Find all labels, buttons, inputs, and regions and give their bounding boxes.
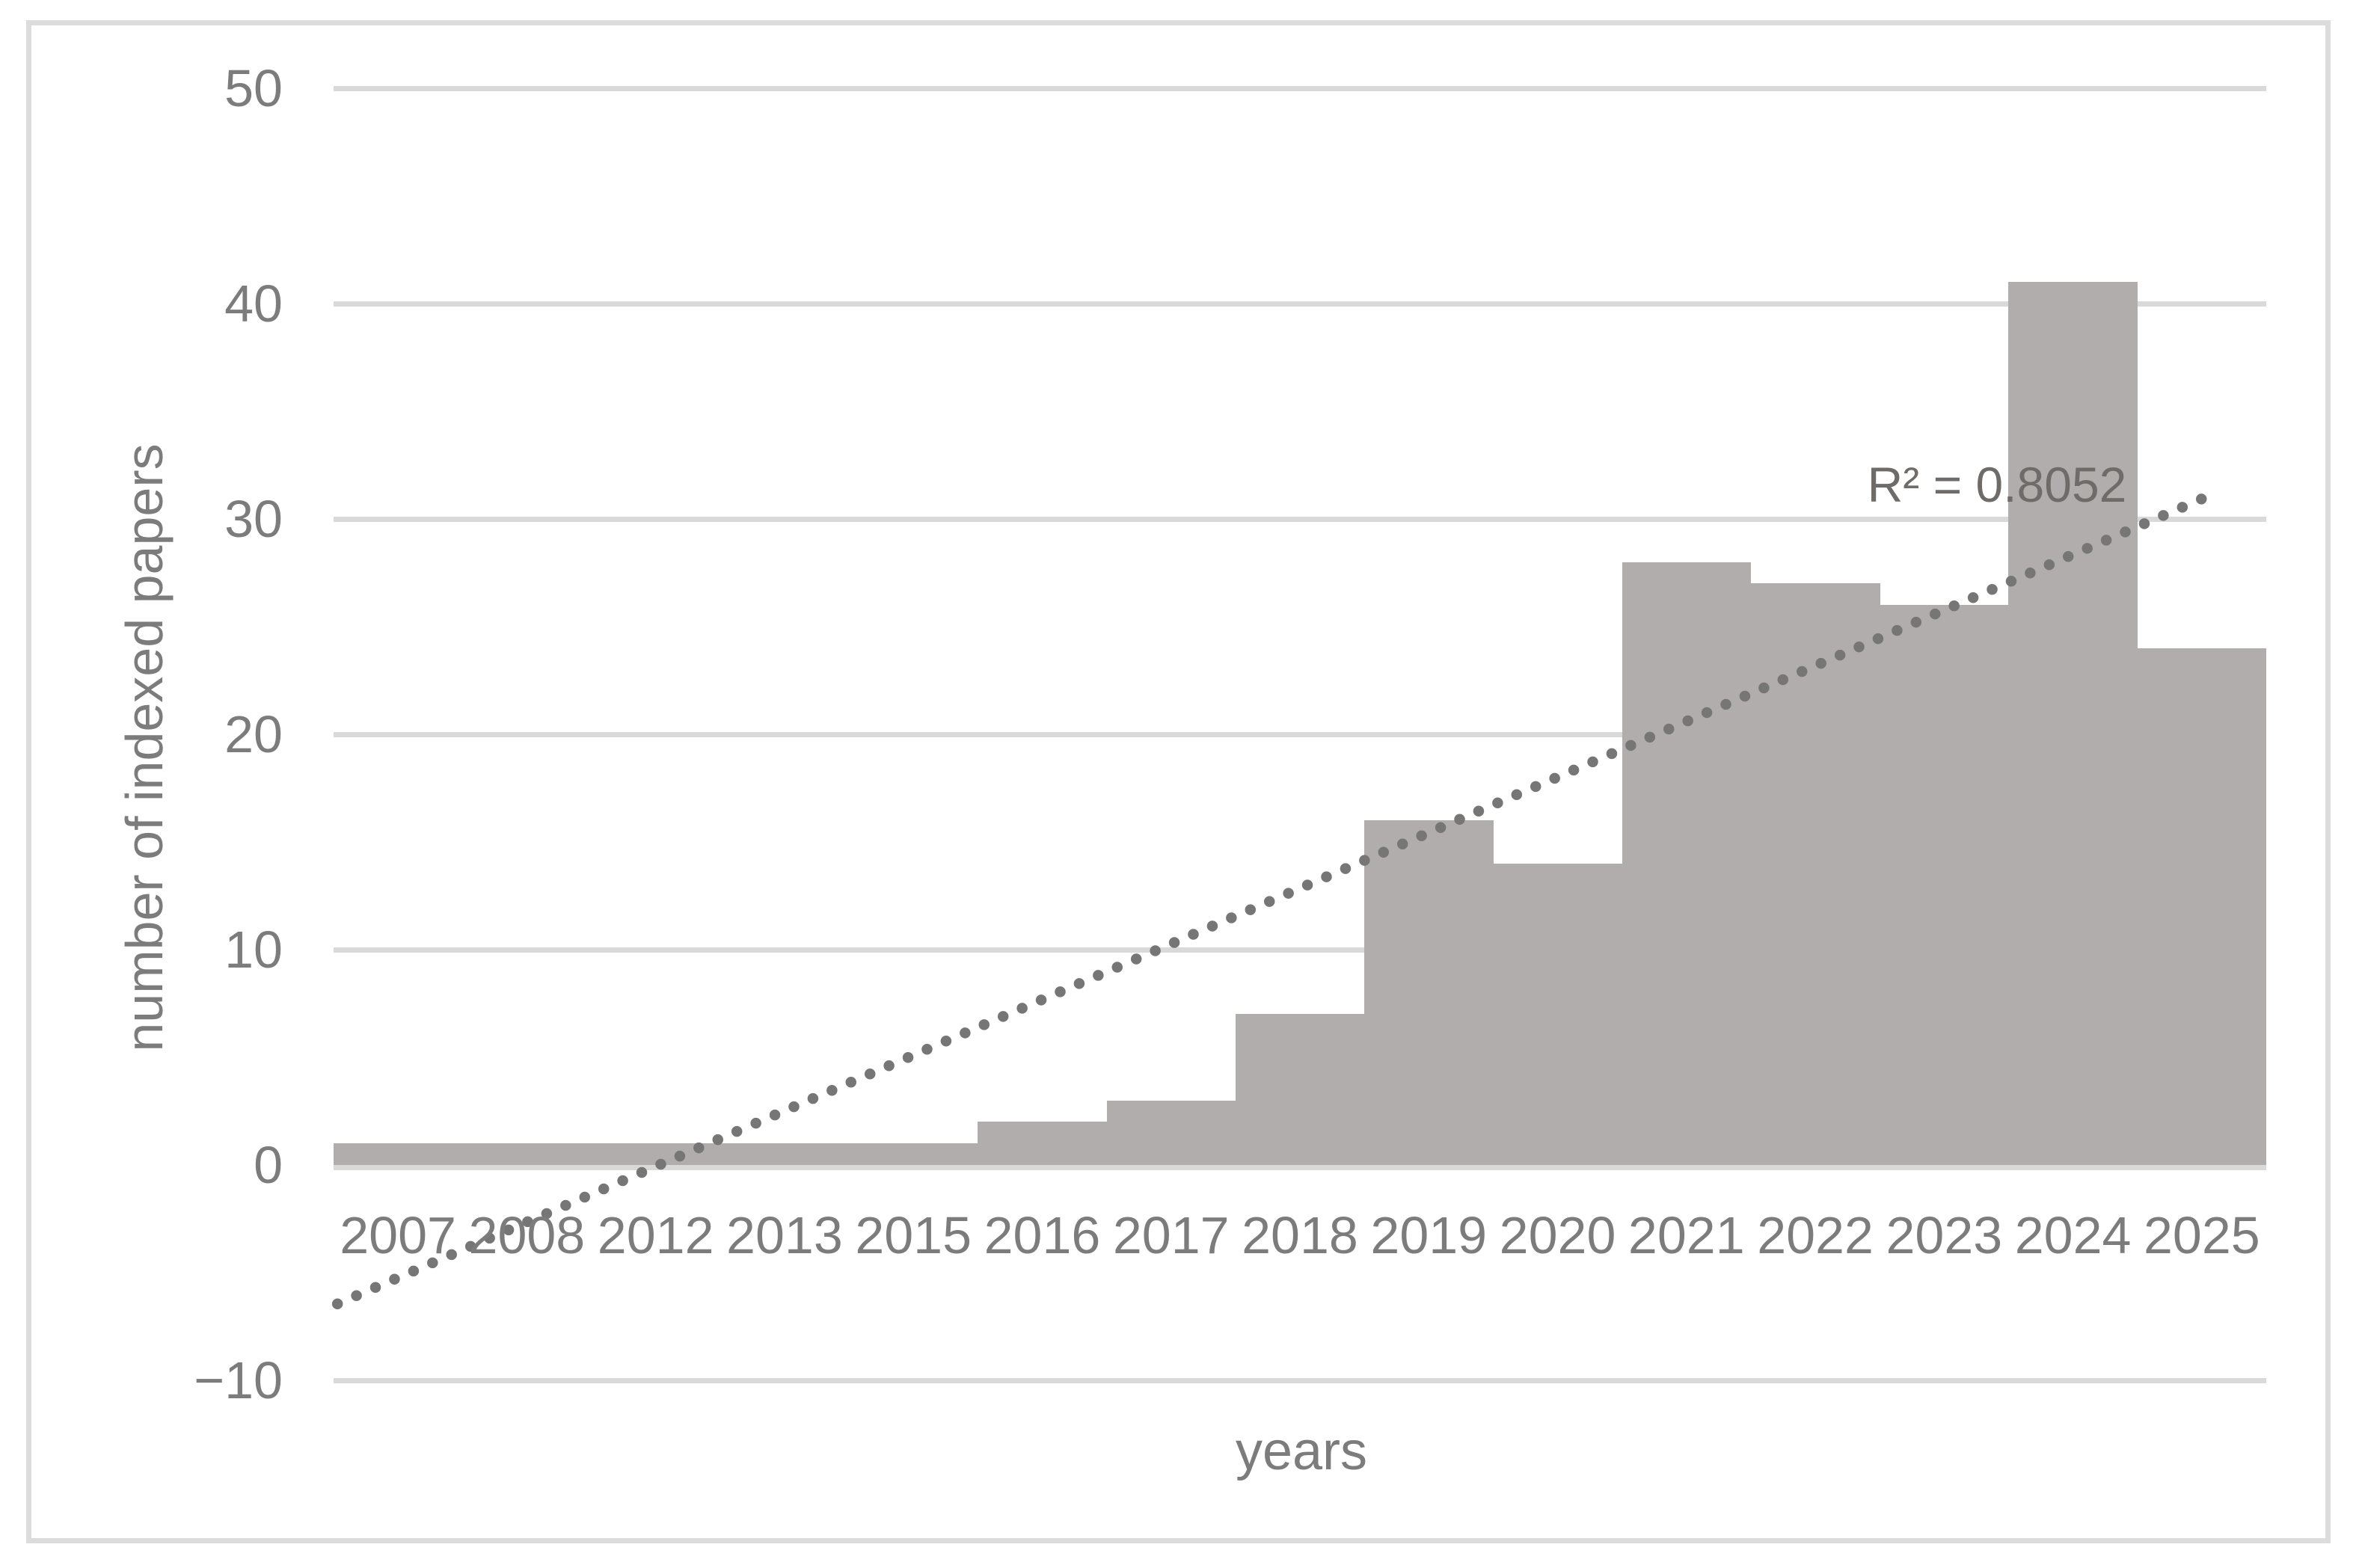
bar-2015 xyxy=(849,1143,978,1165)
y-tick-label-40: 40 xyxy=(224,274,283,333)
bar-2019 xyxy=(1364,820,1494,1165)
y-tick-label-50: 50 xyxy=(224,59,283,117)
bar-2018 xyxy=(1235,1014,1365,1165)
bar-2007 xyxy=(334,1143,463,1165)
bar-2013 xyxy=(720,1143,850,1165)
bar-2025 xyxy=(2137,648,2267,1165)
bar-2023 xyxy=(1880,605,2009,1165)
y-tick-label-20: 20 xyxy=(224,705,283,763)
bar-2017 xyxy=(1106,1100,1236,1165)
x-tick-label-2018: 2018 xyxy=(1242,1206,1358,1264)
x-tick-label-2015: 2015 xyxy=(855,1206,972,1264)
x-tick-label-2022: 2022 xyxy=(1757,1206,1874,1264)
x-tick-label-2016: 2016 xyxy=(984,1206,1101,1264)
x-tick-label-2013: 2013 xyxy=(726,1206,843,1264)
bar-2016 xyxy=(978,1122,1108,1165)
x-tick-label-2012: 2012 xyxy=(597,1206,714,1264)
x-tick-label-2023: 2023 xyxy=(1886,1206,2003,1264)
y-axis-title: number of indexed papers xyxy=(115,443,174,1052)
dotted-trendline xyxy=(331,490,2216,1310)
r-squared-annotation: R² = 0.8052 xyxy=(1867,457,2127,512)
y-tick-label-10: 10 xyxy=(224,920,283,979)
x-tick-label-2020: 2020 xyxy=(1499,1206,1616,1264)
gridline-30 xyxy=(334,516,2266,522)
bar-2008 xyxy=(462,1143,592,1165)
x-tick-label-2008: 2008 xyxy=(468,1206,586,1264)
gridline-20 xyxy=(334,731,2266,737)
y-tick-label-−10: −10 xyxy=(194,1351,283,1409)
x-tick-label-2019: 2019 xyxy=(1370,1206,1488,1264)
x-tick-label-2025: 2025 xyxy=(2143,1206,2260,1264)
x-tick-label-2021: 2021 xyxy=(1628,1206,1745,1264)
gridline-10 xyxy=(334,947,2266,953)
bar-2022 xyxy=(1750,583,1880,1165)
y-tick-label-0: 0 xyxy=(254,1136,283,1194)
x-axis-title: years xyxy=(1235,1421,1368,1481)
bar-2021 xyxy=(1622,562,1752,1165)
x-tick-label-2017: 2017 xyxy=(1112,1206,1230,1264)
figure-border xyxy=(26,20,2331,1543)
bar-2024 xyxy=(2008,282,2138,1165)
gridline-0 xyxy=(334,1165,2266,1170)
x-tick-label-2024: 2024 xyxy=(2014,1206,2132,1264)
gridline-−10 xyxy=(334,1377,2266,1383)
gridline-40 xyxy=(334,301,2266,307)
gridline-50 xyxy=(334,85,2266,91)
bar-2020 xyxy=(1493,863,1623,1165)
x-tick-label-2007: 2007 xyxy=(340,1206,456,1264)
y-tick-label-30: 30 xyxy=(224,490,283,548)
